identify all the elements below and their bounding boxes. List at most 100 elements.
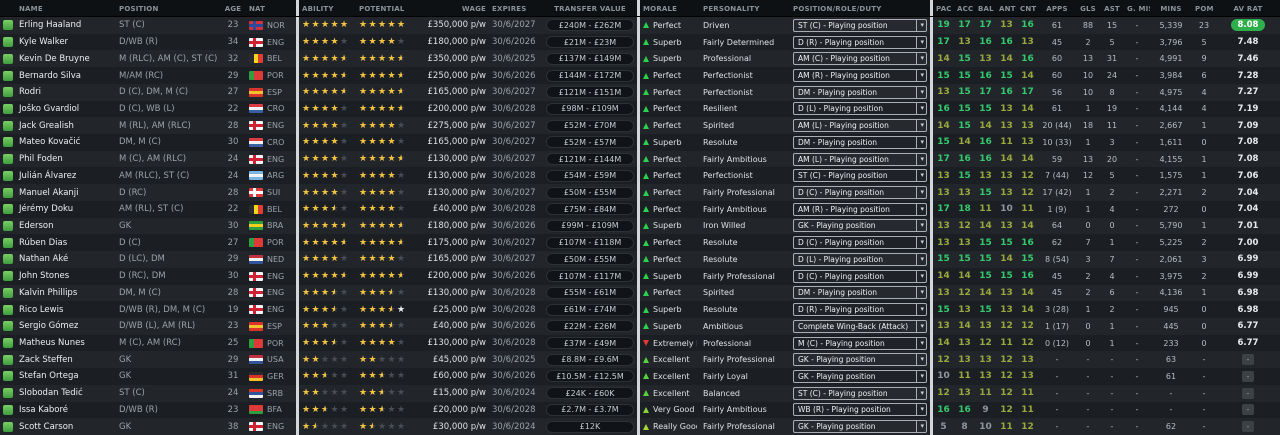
player-row[interactable]: Kyle Walker D/WB (R) 34 ENG ★ ★ ★ ★ ★ ★ ★ ★ ★ ★ ★ ★ ★ ★ ★ ★… <box>0 33 1280 51</box>
role-duty-dropdown[interactable]: D (L) - Playing position ▾ <box>793 252 927 266</box>
column-header-expires[interactable]: EXPIRES <box>492 5 527 13</box>
info-icon[interactable] <box>3 287 13 298</box>
column-header-position[interactable]: POSITION <box>119 5 159 13</box>
player-row[interactable]: Julián Álvarez AM (RLC), ST (C) 24 ARG ★ ★ ★ ★ ★… <box>0 167 1280 185</box>
role-duty-dropdown[interactable]: D (R) - Playing position ▾ <box>793 303 927 317</box>
info-icon[interactable] <box>3 220 13 231</box>
column-header-wage[interactable]: WAGE <box>461 5 486 13</box>
player-name[interactable]: Matheus Nunes <box>19 338 85 349</box>
column-header-inf[interactable] <box>0 0 16 16</box>
player-name[interactable]: Rodri <box>19 87 41 98</box>
player-name[interactable]: Manuel Akanji <box>19 187 79 198</box>
player-name[interactable]: Mateo Kovačić <box>19 137 81 148</box>
info-icon[interactable] <box>3 304 13 315</box>
role-duty-dropdown[interactable]: AM (L) - Playing position ▾ <box>793 152 927 166</box>
column-header-role[interactable]: POSITION/ROLE/DUTY <box>793 5 882 13</box>
info-icon[interactable] <box>3 237 13 248</box>
info-icon[interactable] <box>3 421 13 432</box>
role-duty-dropdown[interactable]: ST (C) - Playing position ▾ <box>793 386 927 400</box>
player-row[interactable]: Rico Lewis D/WB (R), DM, M (C) 19 ENG ★ ★ ★ ★ ★ ★… <box>0 301 1280 318</box>
player-row[interactable]: Slobodan Tedić ST (C) 24 SRB ★ ★ ★ ★ ★ ★ ★ ★ ★ ★ ★ ★ ★ ★ ★… <box>0 384 1280 402</box>
player-name[interactable]: Kalvin Phillips <box>19 287 78 298</box>
role-duty-dropdown[interactable]: M (C) - Playing position ▾ <box>793 336 927 350</box>
player-row[interactable]: Mateo Kovačić DM, M (C) 30 CRO ★ ★ ★ ★ ★ ★ ★ ★ ★ ★ ★ ★ ★… <box>0 134 1280 151</box>
info-icon[interactable] <box>3 20 13 31</box>
info-icon[interactable] <box>3 338 13 349</box>
info-icon[interactable] <box>3 70 13 81</box>
player-name[interactable]: Joško Gvardiol <box>19 103 80 114</box>
column-header-gls[interactable]: GLS <box>1080 5 1096 13</box>
player-row[interactable]: Rúben Dias D (C) 27 POR ★ ★ ★ ★ ★ ★ ★ ★ ★ ★ ★ ★ ★ ★ ★ ★ ★ ★ ★ ★… <box>0 234 1280 252</box>
info-icon[interactable] <box>3 321 13 332</box>
role-duty-dropdown[interactable]: D (C) - Playing position ▾ <box>793 269 927 283</box>
info-icon[interactable] <box>3 371 13 382</box>
player-row[interactable]: Issa Kaboré D/WB (R) 23 BFA ★ ★ ★ ★ ★ ★ ★ ★ ★ ★ ★ ★ ★ ★ ★ ★… <box>0 401 1280 419</box>
player-row[interactable]: Joško Gvardiol D (C), WB (L) 22 CRO ★ ★ ★ ★ ★ ★ ★ ★… <box>0 100 1280 118</box>
role-duty-dropdown[interactable]: D (L) - Playing position ▾ <box>793 102 927 116</box>
info-icon[interactable] <box>3 154 13 165</box>
player-name[interactable]: Zack Steffen <box>19 354 73 365</box>
role-duty-dropdown[interactable]: AM (R) - Playing position ▾ <box>793 69 927 83</box>
info-icon[interactable] <box>3 354 13 365</box>
player-name[interactable]: Rico Lewis <box>19 304 64 315</box>
player-name[interactable]: Scott Carson <box>19 421 74 432</box>
column-header-ant[interactable]: ANT <box>999 5 1016 13</box>
player-row[interactable]: Jack Grealish M (RL), AM (RLC) 28 ENG ★ ★ ★ ★ ★ ★… <box>0 117 1280 135</box>
column-header-mins[interactable]: MINS <box>1160 5 1182 13</box>
role-duty-dropdown[interactable]: ST (C) - Playing position ▾ <box>793 18 927 32</box>
role-duty-dropdown[interactable]: DM - Playing position ▾ <box>793 135 927 149</box>
info-icon[interactable] <box>3 37 13 48</box>
column-header-nat[interactable]: NAT <box>249 5 266 13</box>
info-icon[interactable] <box>3 170 13 181</box>
role-duty-dropdown[interactable]: WB (R) - Playing position ▾ <box>793 403 927 417</box>
info-icon[interactable] <box>3 103 13 114</box>
column-header-acc[interactable]: ACC <box>957 5 974 13</box>
player-name[interactable]: Sergio Gómez <box>19 321 79 332</box>
column-header-potential[interactable]: POTENTIAL <box>359 5 405 13</box>
column-header-pac[interactable]: PAC <box>936 5 952 13</box>
player-row[interactable]: John Stones D (RC), DM 30 ENG ★ ★ ★ ★ ★ ★ ★ ★ ★ ★ ★ ★ ★ ★… <box>0 267 1280 285</box>
info-icon[interactable] <box>3 254 13 265</box>
player-row[interactable]: Phil Foden M (C), AM (RLC) 24 ENG ★ ★ ★ ★ ★ ★ ★ ★ ★ ★… <box>0 150 1280 168</box>
info-icon[interactable] <box>3 187 13 198</box>
column-header-bal[interactable]: BAL <box>978 5 994 13</box>
player-row[interactable]: Kalvin Phillips DM, M (C) 28 ENG ★ ★ ★ ★ ★ ★ ★ ★ ★ ★ ★… <box>0 284 1280 302</box>
player-row[interactable]: Jérémy Doku AM (RL), ST (C) 22 BEL ★ ★ ★ ★ ★ ★ ★ ★ ★… <box>0 200 1280 218</box>
info-icon[interactable] <box>3 204 13 215</box>
player-name[interactable]: Phil Foden <box>19 154 63 165</box>
info-icon[interactable] <box>3 120 13 131</box>
column-header-age[interactable]: AGE <box>224 5 242 13</box>
player-name[interactable]: Julián Álvarez <box>19 170 77 181</box>
info-icon[interactable] <box>3 87 13 98</box>
role-duty-dropdown[interactable]: GK - Playing position ▾ <box>793 369 927 383</box>
player-name[interactable]: Issa Kaboré <box>19 404 69 415</box>
role-duty-dropdown[interactable]: DM - Playing position ▾ <box>793 85 927 99</box>
player-name[interactable]: Stefan Ortega <box>19 371 79 382</box>
role-duty-dropdown[interactable]: AM (R) - Playing position ▾ <box>793 202 927 216</box>
role-duty-dropdown[interactable]: D (C) - Playing position ▾ <box>793 186 927 200</box>
column-header-personality[interactable]: PERSONALITY <box>703 5 760 13</box>
player-row[interactable]: Sergio Gómez D/WB (L), AM (RL) 23 ESP ★ ★ ★ ★ ★ ★… <box>0 317 1280 335</box>
role-duty-dropdown[interactable]: AM (L) - Playing position ▾ <box>793 119 927 133</box>
role-duty-dropdown[interactable]: DM - Playing position ▾ <box>793 286 927 300</box>
player-name[interactable]: Kevin De Bruyne <box>19 53 90 64</box>
player-name[interactable]: Jack Grealish <box>19 120 74 131</box>
player-name[interactable]: Ederson <box>19 220 54 231</box>
player-row[interactable]: Scott Carson GK 38 ENG ★ ★ ★ ★ ★ ★ ★ ★ ★ ★ ★ ★ ★ ★ £30,000… <box>0 418 1280 435</box>
column-header-morale[interactable]: MORALE <box>643 5 678 13</box>
info-icon[interactable] <box>3 53 13 64</box>
column-header-gmis[interactable]: G. MIS <box>1127 5 1150 13</box>
column-header-pom[interactable]: POM <box>1195 5 1214 13</box>
player-row[interactable]: Matheus Nunes M (C), AM (RC) 25 POR ★ ★ ★ ★ ★ ★ ★ ★… <box>0 334 1280 352</box>
column-header-name[interactable]: NAME <box>19 5 43 13</box>
player-row[interactable]: Kevin De Bruyne M (RLC), AM (C), ST (C) 32… <box>0 50 1280 68</box>
column-header-apps[interactable]: APPS <box>1046 5 1068 13</box>
role-duty-dropdown[interactable]: GK - Playing position ▾ <box>793 353 927 367</box>
info-icon[interactable] <box>3 137 13 148</box>
info-icon[interactable] <box>3 271 13 282</box>
role-duty-dropdown[interactable]: D (C) - Playing position ▾ <box>793 236 927 250</box>
player-row[interactable]: Nathan Aké D (LC), DM 29 NED ★ ★ ★ ★ ★ ★ ★ ★ ★ ★ ★ ★ ★ ★ ★… <box>0 251 1280 268</box>
info-icon[interactable] <box>3 404 13 415</box>
player-row[interactable]: Zack Steffen GK 29 USA ★ ★ ★ ★ ★ ★ ★ ★ ★ ★ ★ ★ ★ ★ £45,000… <box>0 351 1280 369</box>
role-duty-dropdown[interactable]: Complete Wing-Back (Attack) ▾ <box>793 319 927 333</box>
